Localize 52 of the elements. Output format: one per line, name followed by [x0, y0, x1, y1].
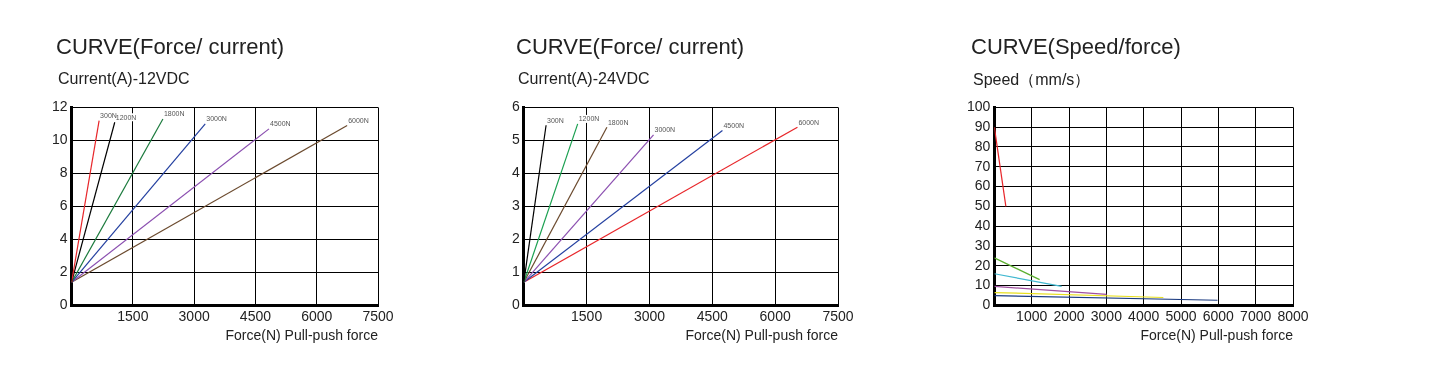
y-tick-label: 2 [511, 230, 520, 247]
chart-title: CURVE(Force/ current) [516, 34, 745, 60]
x-axis-title: Force(N) Pull-push force [225, 327, 379, 344]
y-tick-label: 6 [59, 197, 68, 214]
y-tick-label: 4 [511, 164, 520, 181]
y-tick-label: 80 [974, 137, 991, 154]
chart-title: CURVE(Force/ current) [56, 34, 285, 60]
x-tick-label: 4000 [1128, 307, 1160, 324]
y-axis-title: Current(A)-24VDC [518, 70, 650, 88]
x-tick-label: 6000 [301, 307, 333, 324]
y-tick-label: 20 [974, 256, 991, 273]
x-tick-label: 4500 [239, 307, 272, 324]
y-axis-title: Speed（mm/s） [973, 70, 1091, 90]
x-tick-label: 1500 [571, 307, 603, 324]
y-tick-label: 1 [511, 263, 520, 280]
y-tick-label: 30 [974, 236, 991, 253]
y-tick-label: 8 [59, 164, 68, 181]
y-tick-label: 5 [511, 131, 520, 148]
x-axis-title: Force(N) Pull-push force [685, 327, 839, 344]
x-tick-label: 3000 [633, 307, 666, 324]
y-tick-label: 0 [59, 296, 68, 313]
y-tick-label: 10 [51, 131, 68, 148]
y-tick-label: 60 [974, 177, 991, 194]
y-tick-label: 6 [511, 98, 520, 115]
x-tick-label: 2000 [1053, 307, 1085, 324]
y-axis-title: Current(A)-12VDC [58, 70, 190, 88]
x-tick-label: 3000 [1090, 307, 1123, 324]
y-tick-label: 0 [511, 296, 520, 313]
x-tick-label: 3000 [178, 307, 210, 324]
y-tick-label: 40 [974, 217, 991, 234]
x-tick-label: 7000 [1240, 307, 1272, 324]
x-tick-label: 5000 [1165, 307, 1197, 324]
x-tick-label: 1000 [1016, 307, 1048, 324]
x-tick-label: 1500 [117, 307, 149, 324]
x-tick-label: 7500 [822, 307, 854, 324]
y-tick-label: 50 [974, 197, 991, 214]
y-tick-label: 100 [967, 98, 991, 115]
y-tick-label: 4 [59, 230, 68, 247]
x-tick-label: 7500 [362, 307, 394, 324]
x-tick-label: 6000 [1202, 307, 1235, 324]
y-tick-label: 70 [974, 157, 991, 174]
y-tick-label: 10 [974, 276, 991, 293]
y-tick-label: 12 [51, 98, 68, 115]
y-tick-label: 0 [982, 296, 991, 313]
y-tick-label: 2 [59, 263, 68, 280]
x-axis-title: Force(N) Pull-push force [1140, 327, 1294, 344]
y-tick-label: 90 [974, 118, 991, 135]
chart-title: CURVE(Speed/force) [971, 34, 1181, 60]
x-tick-label: 8000 [1277, 307, 1309, 324]
x-tick-label: 4500 [696, 307, 729, 324]
y-tick-label: 3 [511, 197, 520, 214]
x-tick-label: 6000 [759, 307, 791, 324]
